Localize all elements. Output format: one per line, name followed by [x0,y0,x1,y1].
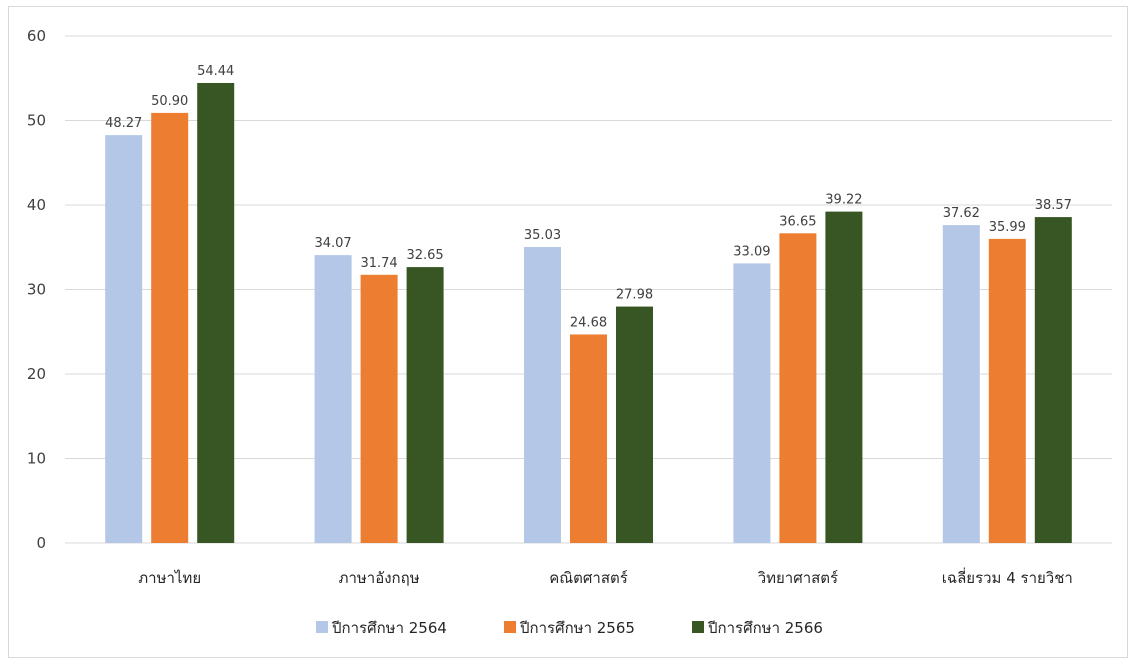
legend: ปีการศึกษา 2564 ปีการศึกษา 2565 ปีการศึกษา… [316,619,823,637]
data-label: 32.65 [406,248,443,263]
legend-label: ปีการศึกษา 2565 [519,619,635,637]
x-tick-label: ภาษาไทย [138,569,201,587]
bar [151,112,189,544]
legend-swatch [504,621,516,633]
data-label: 33.09 [733,244,770,259]
data-label: 39.22 [825,193,862,208]
x-tick-label: ภาษาอังกฤษ [339,569,420,587]
x-tick-label: คณิตศาสตร์ [549,569,628,587]
bar [197,82,235,544]
bar [570,334,607,543]
y-tick-label: 20 [27,365,46,383]
bar [779,233,817,543]
bar [988,238,1026,543]
bar [105,135,143,543]
data-label: 38.57 [1035,198,1072,213]
bar [616,306,653,543]
legend-swatch [316,621,328,633]
data-label: 35.99 [989,220,1026,235]
bar [942,225,980,543]
data-label: 24.68 [570,315,607,330]
x-tick-label: วิทยาศาสตร์ [757,569,838,587]
bar [825,211,863,543]
gridlines [65,35,1112,544]
x-tick-label: เฉลี่ยรวม 4 รายวิชา [942,567,1073,587]
bar [1034,217,1072,543]
bar [733,263,771,543]
y-tick-label: 30 [27,281,46,299]
y-tick-label: 60 [27,27,46,45]
bar [314,255,352,543]
bar [360,274,398,543]
data-label: 34.07 [314,236,351,251]
bar [406,267,444,543]
legend-label: ปีการศึกษา 2566 [707,619,823,637]
data-label: 54.44 [197,64,234,79]
bars [105,82,1072,544]
data-label: 36.65 [779,214,816,229]
data-label: 50.90 [151,94,188,109]
chart-frame [8,6,1128,658]
x-axis: ภาษาไทย ภาษาอังกฤษ คณิตศาสตร์ วิทยาศาสตร์ เฉ… [138,567,1073,587]
y-tick-label: 0 [36,534,46,552]
legend-label: ปีการศึกษา 2564 [331,619,447,637]
data-label: 35.03 [524,228,561,243]
data-label: 48.27 [105,116,142,131]
y-axis: 0 10 20 30 40 50 60 [27,27,46,552]
y-tick-label: 10 [27,450,46,468]
data-labels: 48.27 50.90 54.44 34.07 31.74 32.65 35.03 24.68… [105,64,1072,330]
data-label: 37.62 [943,206,980,221]
data-label: 27.98 [616,288,653,303]
y-tick-label: 40 [27,196,46,214]
bar [524,246,561,543]
y-tick-label: 50 [27,112,46,130]
legend-swatch [692,621,704,633]
data-label: 31.74 [360,256,397,271]
